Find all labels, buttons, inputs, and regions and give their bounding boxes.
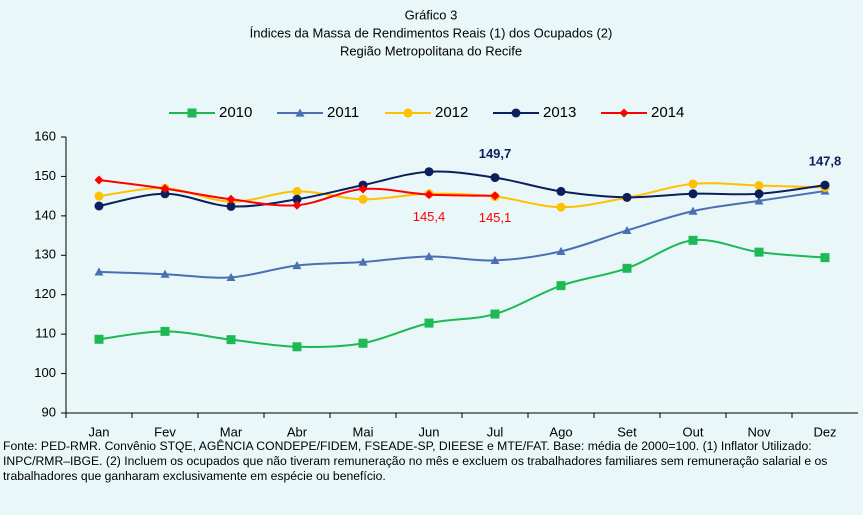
data-point [358, 257, 368, 266]
data-point [358, 338, 368, 348]
data-point [424, 318, 434, 328]
x-tick-label: Ago [549, 424, 572, 439]
data-point [622, 192, 632, 202]
data-point [94, 201, 104, 211]
data-point [490, 173, 500, 183]
data-point [292, 186, 302, 196]
data-point [292, 194, 302, 204]
data-point [160, 189, 170, 199]
data-point [160, 269, 170, 278]
data-point [490, 309, 500, 319]
legend-label: 2012 [435, 104, 468, 121]
data-point [622, 225, 632, 235]
data-point [226, 272, 236, 281]
data-point [688, 235, 698, 245]
footnote: Fonte: PED-RMR. Convênio STQE, AGÊNCIA C… [3, 439, 828, 483]
data-point [490, 255, 500, 265]
data-point [358, 194, 368, 204]
data-point [226, 201, 236, 211]
y-tick-label: 120 [34, 286, 56, 301]
x-tick-label: Jul [487, 424, 504, 439]
data-point [556, 281, 566, 291]
y-tick-label: 100 [34, 365, 56, 380]
series-line [98, 170, 826, 208]
data-point [754, 180, 764, 190]
data-label: 149,7 [479, 146, 512, 161]
data-point [688, 189, 698, 199]
data-point [94, 267, 104, 276]
data-point [292, 342, 302, 352]
data-point [754, 247, 764, 257]
data-label: 147,8 [809, 154, 842, 169]
legend-label: 2011 [327, 104, 359, 121]
legend-marker [619, 108, 629, 118]
series-line [98, 182, 826, 209]
legend-marker [511, 108, 521, 118]
data-point [688, 179, 698, 189]
data-point [160, 326, 170, 336]
data-point [160, 184, 170, 194]
legend-marker [295, 108, 305, 117]
y-tick-label: 90 [42, 404, 56, 419]
data-point [226, 194, 236, 204]
x-tick-label: Dez [813, 424, 836, 439]
legend-label: 2013 [543, 104, 576, 121]
legend-marker [403, 108, 413, 118]
data-point [556, 202, 566, 212]
data-point [820, 253, 830, 263]
data-point [556, 246, 566, 255]
y-tick-label: 130 [34, 247, 56, 262]
x-tick-label: Jan [89, 424, 110, 439]
data-point [622, 263, 632, 273]
data-point [754, 196, 764, 205]
legend-label: 2010 [219, 104, 252, 121]
data-point [424, 251, 434, 261]
y-tick-label: 140 [34, 207, 56, 222]
y-tick-label: 160 [34, 128, 56, 143]
data-point [226, 335, 236, 345]
chart: Gráfico 3 Índices da Massa de Rendimento… [34, 7, 858, 439]
legend-marker [187, 108, 197, 118]
data-point [688, 206, 698, 215]
y-tick-label: 150 [34, 168, 56, 183]
data-point [820, 180, 830, 190]
x-tick-label: Set [617, 424, 637, 439]
data-point [94, 175, 104, 185]
data-label: 145,4 [413, 209, 446, 224]
series-line [98, 190, 826, 279]
data-point [358, 184, 368, 194]
series-line [98, 238, 826, 349]
data-point [556, 186, 566, 196]
data-point [94, 191, 104, 201]
data-point [424, 190, 434, 200]
x-tick-label: Mai [353, 424, 374, 439]
x-tick-label: Out [683, 424, 704, 439]
x-tick-label: Mar [220, 424, 243, 439]
data-label: 145,1 [479, 210, 512, 225]
x-tick-label: Abr [287, 424, 308, 439]
x-tick-label: Nov [747, 424, 771, 439]
x-tick-label: Jun [419, 424, 440, 439]
chart-subtitle: Região Metropolitana do Recife [340, 43, 522, 58]
x-tick-label: Fev [154, 424, 176, 439]
chart-title: Gráfico 3 [405, 7, 458, 22]
chart-subtitle: Índices da Massa de Rendimentos Reais (1… [250, 25, 613, 40]
data-point [292, 261, 302, 270]
data-point [424, 167, 434, 177]
y-tick-label: 110 [35, 326, 56, 341]
data-point [94, 334, 104, 344]
data-point [754, 189, 764, 199]
data-point [292, 200, 302, 210]
legend-label: 2014 [651, 104, 684, 121]
data-point [490, 191, 500, 201]
